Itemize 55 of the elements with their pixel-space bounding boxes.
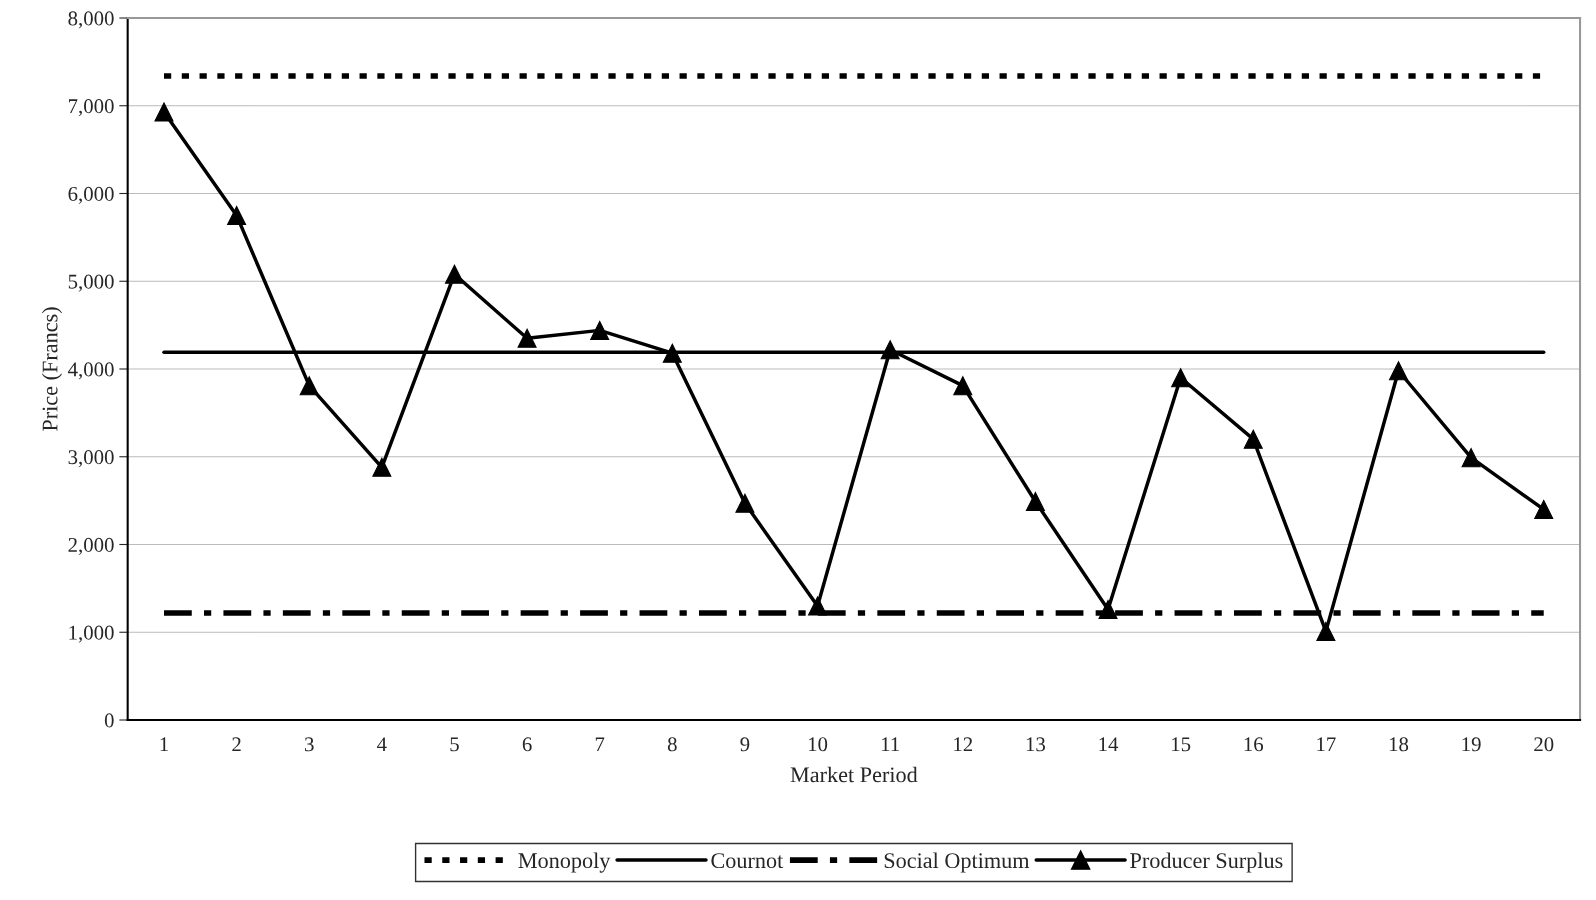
- x-tick-label: 8: [667, 737, 677, 752]
- y-tick-label: 8,000: [68, 11, 114, 29]
- point: [1025, 491, 1045, 512]
- point: [1243, 429, 1263, 449]
- x-tick-label: 12: [954, 737, 973, 752]
- point: [1171, 368, 1191, 388]
- legend-label: Producer Surplus: [1130, 852, 1283, 873]
- x-tick-label: 16: [1244, 737, 1264, 752]
- point: [662, 343, 682, 363]
- point: [299, 376, 319, 396]
- x-tick-label: 10: [808, 737, 828, 752]
- x-tick-label: 14: [1099, 737, 1119, 752]
- legend-label: Cournot: [711, 853, 784, 869]
- x-tick-label: 5: [450, 737, 459, 752]
- point: [372, 457, 392, 477]
- point: [808, 596, 828, 616]
- x-tick-label: 9: [740, 737, 750, 752]
- x-tick-label: 2: [232, 737, 241, 752]
- x-tick-label: 17: [1317, 737, 1336, 752]
- x-tick-label: 18: [1389, 737, 1409, 752]
- y-tick-label: 3,000: [68, 450, 114, 468]
- point: [1461, 448, 1481, 468]
- point: [1316, 621, 1336, 641]
- point: [517, 328, 537, 348]
- y-tick-label: 0: [104, 713, 114, 728]
- y-axis-title: Price (Francs): [41, 307, 63, 431]
- x-tick-label: 1: [160, 737, 168, 752]
- x-tick-label: 4: [377, 737, 387, 752]
- point: [1388, 361, 1409, 381]
- x-tick-label: 7: [595, 737, 605, 752]
- y-tick-label: 1,000: [69, 625, 114, 643]
- point: [154, 102, 174, 122]
- point: [880, 340, 900, 360]
- legend-label: Monopoly: [518, 852, 611, 873]
- x-tick-label: 6: [522, 737, 532, 752]
- x-tick-label: 19: [1462, 737, 1481, 752]
- legend-label: Social Optimum: [884, 852, 1030, 873]
- x-axis-title: Market Period: [790, 766, 918, 783]
- point: [953, 376, 973, 396]
- y-tick-label: 6,000: [68, 186, 114, 204]
- y-tick-label: 5,000: [68, 274, 114, 292]
- y-tick-label: 4,000: [68, 362, 114, 380]
- x-tick-label: 11: [881, 737, 899, 752]
- point: [735, 493, 755, 513]
- point: [590, 320, 610, 340]
- point: [227, 205, 247, 225]
- y-tick-label: 2,000: [68, 537, 114, 555]
- point: [1534, 499, 1554, 519]
- x-tick-label: 20: [1534, 737, 1554, 752]
- x-tick-label: 15: [1172, 737, 1191, 752]
- y-tick-label: 7,000: [68, 99, 114, 117]
- point: [444, 264, 465, 284]
- point: [1098, 599, 1118, 619]
- x-tick-label: 3: [305, 737, 314, 752]
- x-tick-label: 13: [1026, 737, 1046, 752]
